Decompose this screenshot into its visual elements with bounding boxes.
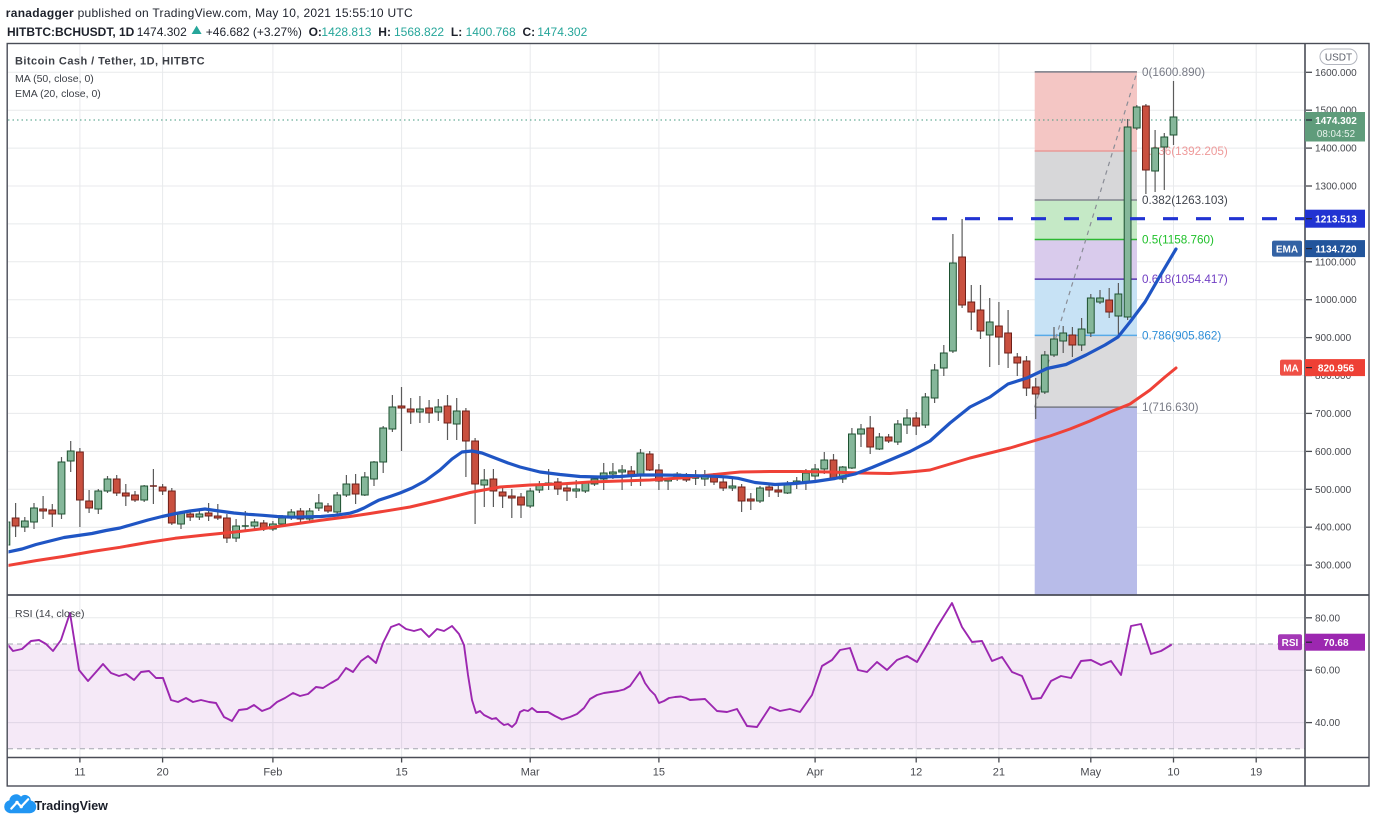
svg-text:0(1600.890): 0(1600.890) bbox=[1142, 66, 1205, 79]
svg-text:300.000: 300.000 bbox=[1315, 561, 1352, 572]
svg-text:21: 21 bbox=[993, 766, 1005, 778]
svg-text:60.00: 60.00 bbox=[1315, 666, 1340, 677]
svg-text:0.5(1158.760): 0.5(1158.760) bbox=[1142, 234, 1214, 247]
svg-text:500.000: 500.000 bbox=[1315, 485, 1352, 496]
svg-text:800.000: 800.000 bbox=[1315, 371, 1352, 382]
svg-text:600.000: 600.000 bbox=[1315, 447, 1352, 458]
svg-text:10: 10 bbox=[1167, 766, 1179, 778]
svg-text:RSI (14, close): RSI (14, close) bbox=[15, 608, 84, 620]
svg-text:Bitcoin Cash / Tether, 1D, HIT: Bitcoin Cash / Tether, 1D, HITBTC bbox=[15, 56, 205, 68]
svg-text:1000.000: 1000.000 bbox=[1315, 295, 1357, 306]
svg-text:80.00: 80.00 bbox=[1315, 613, 1340, 624]
svg-text:O:: O: bbox=[309, 25, 322, 39]
svg-text:0.618(1054.417): 0.618(1054.417) bbox=[1142, 273, 1228, 286]
svg-text:EMA: EMA bbox=[1276, 244, 1298, 255]
svg-text:0.382(1263.103): 0.382(1263.103) bbox=[1142, 194, 1228, 207]
svg-text:1500.000: 1500.000 bbox=[1315, 106, 1357, 117]
svg-text:70.68: 70.68 bbox=[1323, 638, 1348, 649]
svg-text:1300.000: 1300.000 bbox=[1315, 182, 1357, 193]
svg-text:Apr: Apr bbox=[807, 766, 824, 778]
svg-text:EMA (20, close, 0): EMA (20, close, 0) bbox=[15, 88, 101, 100]
svg-text:Mar: Mar bbox=[521, 766, 540, 778]
svg-text:MA: MA bbox=[1283, 363, 1299, 374]
svg-text:1474.302: 1474.302 bbox=[537, 25, 587, 39]
svg-text:40.00: 40.00 bbox=[1315, 718, 1340, 729]
svg-text:USDT: USDT bbox=[1325, 52, 1352, 63]
svg-text:12: 12 bbox=[910, 766, 922, 778]
svg-text:11: 11 bbox=[74, 766, 85, 778]
svg-text:1400.000: 1400.000 bbox=[1315, 144, 1357, 155]
svg-text:400.000: 400.000 bbox=[1315, 523, 1352, 534]
svg-text:TradingView: TradingView bbox=[35, 799, 109, 813]
svg-text:08:04:52: 08:04:52 bbox=[1317, 129, 1355, 140]
svg-text:0.786(905.862): 0.786(905.862) bbox=[1142, 329, 1221, 342]
svg-text:1474.302: 1474.302 bbox=[137, 25, 187, 39]
svg-text:May: May bbox=[1080, 766, 1101, 778]
svg-text:700.000: 700.000 bbox=[1315, 409, 1352, 420]
svg-text:820.956: 820.956 bbox=[1318, 364, 1355, 375]
svg-text:1213.513: 1213.513 bbox=[1315, 215, 1357, 226]
svg-text:20: 20 bbox=[156, 766, 168, 778]
svg-text:+46.682 (+3.27%): +46.682 (+3.27%) bbox=[206, 25, 302, 39]
svg-text:1400.768: 1400.768 bbox=[466, 25, 516, 39]
svg-text:0.236(1392.205): 0.236(1392.205) bbox=[1142, 145, 1228, 158]
svg-text:1474.302: 1474.302 bbox=[1315, 116, 1357, 127]
svg-text:L:: L: bbox=[451, 25, 462, 39]
svg-text:1568.822: 1568.822 bbox=[394, 25, 444, 39]
svg-text:C:: C: bbox=[523, 25, 536, 39]
svg-text:1428.813: 1428.813 bbox=[321, 25, 371, 39]
svg-text:1134.720: 1134.720 bbox=[1315, 245, 1357, 256]
svg-text:15: 15 bbox=[395, 766, 407, 778]
svg-text:HITBTC:BCHUSDT, 1D: HITBTC:BCHUSDT, 1D bbox=[7, 25, 135, 39]
svg-text:15: 15 bbox=[653, 766, 665, 778]
svg-text:RSI: RSI bbox=[1282, 638, 1299, 649]
svg-text:1100.000: 1100.000 bbox=[1315, 257, 1356, 268]
svg-text:ranadagger published on Tradin: ranadagger published on TradingView.com,… bbox=[6, 6, 413, 20]
svg-text:1(716.630): 1(716.630) bbox=[1142, 401, 1199, 414]
svg-text:900.000: 900.000 bbox=[1315, 333, 1352, 344]
svg-text:Feb: Feb bbox=[263, 766, 282, 778]
svg-text:1600.000: 1600.000 bbox=[1315, 68, 1357, 79]
svg-text:H:: H: bbox=[378, 25, 391, 39]
svg-text:19: 19 bbox=[1250, 766, 1262, 778]
svg-text:MA (50, close, 0): MA (50, close, 0) bbox=[15, 73, 94, 85]
